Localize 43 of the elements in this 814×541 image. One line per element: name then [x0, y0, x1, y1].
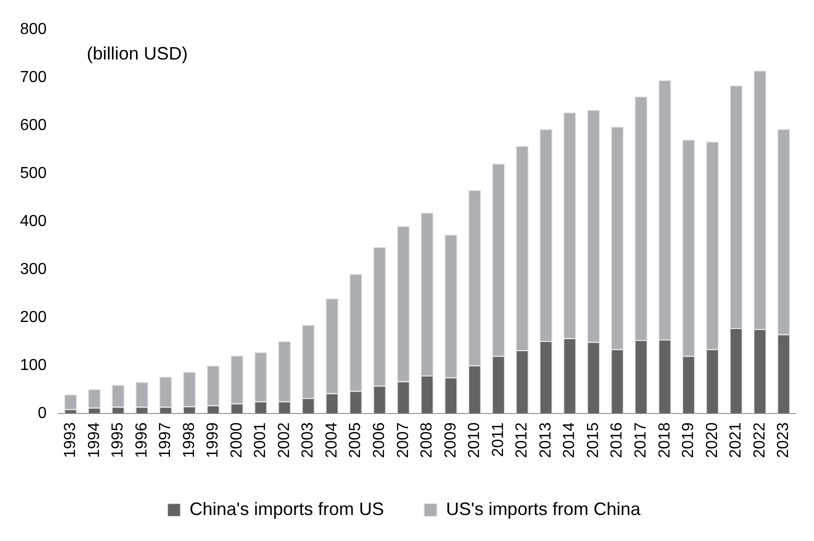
x-tick-label: 2023 — [775, 422, 792, 458]
x-tick-label: 2014 — [561, 422, 578, 458]
x-tick-label: 2011 — [490, 422, 507, 457]
x-tick-label: 2020 — [704, 422, 721, 458]
y-tick-label: 0 — [38, 404, 47, 422]
x-tick-label: 2003 — [300, 422, 317, 458]
x-tick-label: 2008 — [418, 422, 436, 458]
x-tick-label: 2016 — [608, 422, 626, 458]
x-tick-label: 2004 — [323, 422, 340, 458]
legend-label: China's imports from US — [190, 498, 384, 519]
y-tick-label: 700 — [20, 68, 47, 86]
x-tick-label: 2012 — [514, 422, 531, 458]
x-tick-label: 1993 — [62, 422, 79, 458]
x-tick-label: 2018 — [656, 422, 674, 458]
x-tick-label: 2022 — [751, 422, 768, 458]
x-tick-label: 2001 — [252, 422, 270, 458]
y-tick-label: 500 — [20, 164, 47, 182]
x-tick-label: 2017 — [632, 422, 650, 458]
x-tick-label: 2007 — [394, 422, 412, 458]
y-tick-label: 300 — [20, 260, 47, 278]
x-tick-label: 2013 — [537, 422, 554, 458]
x-tick-label: 1996 — [133, 422, 150, 458]
x-tick-label: 2002 — [276, 422, 293, 458]
x-tick-label: 1995 — [110, 422, 127, 458]
x-tick-label: 1999 — [204, 422, 222, 458]
y-tick-label: 100 — [20, 356, 47, 374]
y-tick-label: 800 — [20, 21, 47, 38]
x-tick-label: 2000 — [228, 422, 246, 458]
x-tick-label: 2006 — [371, 422, 388, 458]
x-tick-label: 1997 — [157, 422, 174, 458]
y-axis-title: (billion USD) — [86, 44, 188, 64]
x-tick-label: 2005 — [347, 422, 364, 458]
x-tick-label: 2021 — [728, 422, 745, 458]
x-tick-label: 1994 — [86, 422, 103, 458]
x-tick-label: 2015 — [584, 422, 602, 458]
y-tick-label: 200 — [20, 308, 47, 326]
y-tick-label: 400 — [20, 212, 47, 230]
x-tick-label: 2019 — [680, 422, 698, 458]
y-tick-label: 600 — [20, 116, 47, 134]
x-tick-label: 2010 — [466, 422, 484, 458]
x-tick-label: 2009 — [442, 422, 460, 458]
legend-label: US's imports from China — [446, 498, 642, 519]
x-tick-label: 1998 — [180, 422, 198, 458]
